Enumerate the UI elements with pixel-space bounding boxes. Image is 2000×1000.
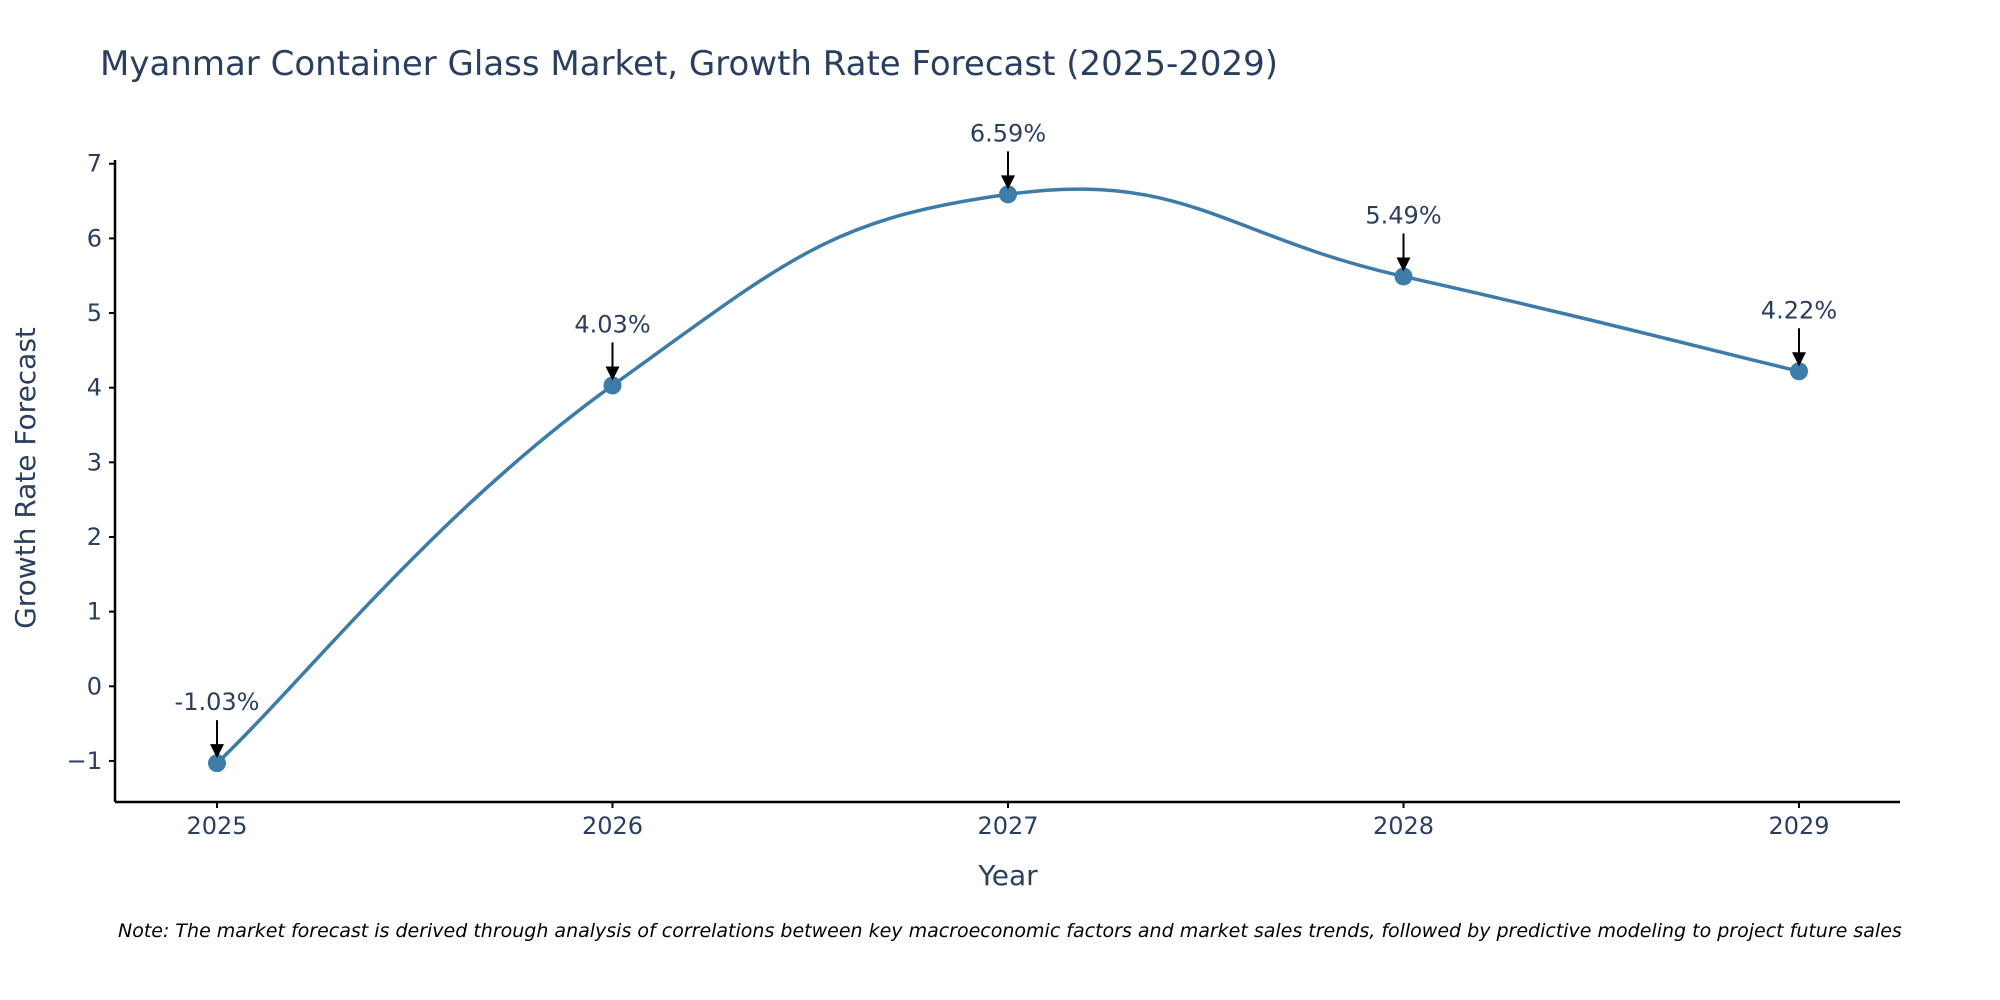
annotation-2028: 5.49% [1365,201,1442,272]
data-point-2025 [208,754,226,773]
y-tick-label: 1 [87,598,102,626]
y-tick-label: 6 [87,224,102,252]
data-point-2029 [1790,362,1808,381]
annotation-2026: 4.03% [574,310,651,381]
x-tick-label: 2028 [1373,812,1434,840]
y-tick-label: −1 [67,747,102,775]
annotation-2029: 4.22% [1761,296,1837,367]
data-label: 4.03% [574,310,650,338]
x-axis-title: Year [977,859,1038,892]
annotation-2025: -1.03% [175,688,260,759]
annotation-arrowhead [210,744,224,759]
annotation-arrowhead [1396,257,1411,272]
x-tick-label: 2026 [582,812,643,840]
footnote: Note: The market forecast is derived thr… [118,920,1902,942]
y-tick-label: 5 [87,299,102,327]
y-tick-label: 0 [87,672,102,700]
x-tick-label: 2025 [186,812,247,840]
annotation-arrowhead [1001,175,1015,190]
y-axis-title: Growth Rate Forecast [9,327,42,629]
x-tick-label: 2027 [977,812,1038,840]
annotation-arrowhead [1792,352,1806,367]
data-label: 5.49% [1365,201,1441,229]
y-tick-label: 3 [87,448,102,476]
data-label: -1.03% [175,688,260,716]
data-point-2026 [603,376,622,395]
y-tick-label: 2 [87,523,102,551]
data-markers [208,185,1808,773]
x-ticks: 2025 2026 2027 2028 2029 [186,802,1830,840]
annotation-2027: 6.59% [970,119,1046,190]
chart-title: Myanmar Container Glass Market, Growth R… [100,44,1279,84]
y-ticks: −1 0 1 2 3 4 5 6 7 [67,150,115,775]
axes [113,160,1900,804]
data-label: 6.59% [970,119,1046,147]
y-tick-label: 4 [87,374,102,402]
y-tick-label: 7 [87,150,102,178]
data-point-2028 [1394,267,1413,286]
annotation-arrowhead [605,366,620,381]
data-point-2027 [999,185,1017,204]
data-label: 4.22% [1761,296,1837,324]
series-line [215,187,1800,765]
x-tick-label: 2029 [1768,812,1829,840]
data-annotations: -1.03% 4.03% 6.59% 5.49% 4.22% [175,119,1837,759]
